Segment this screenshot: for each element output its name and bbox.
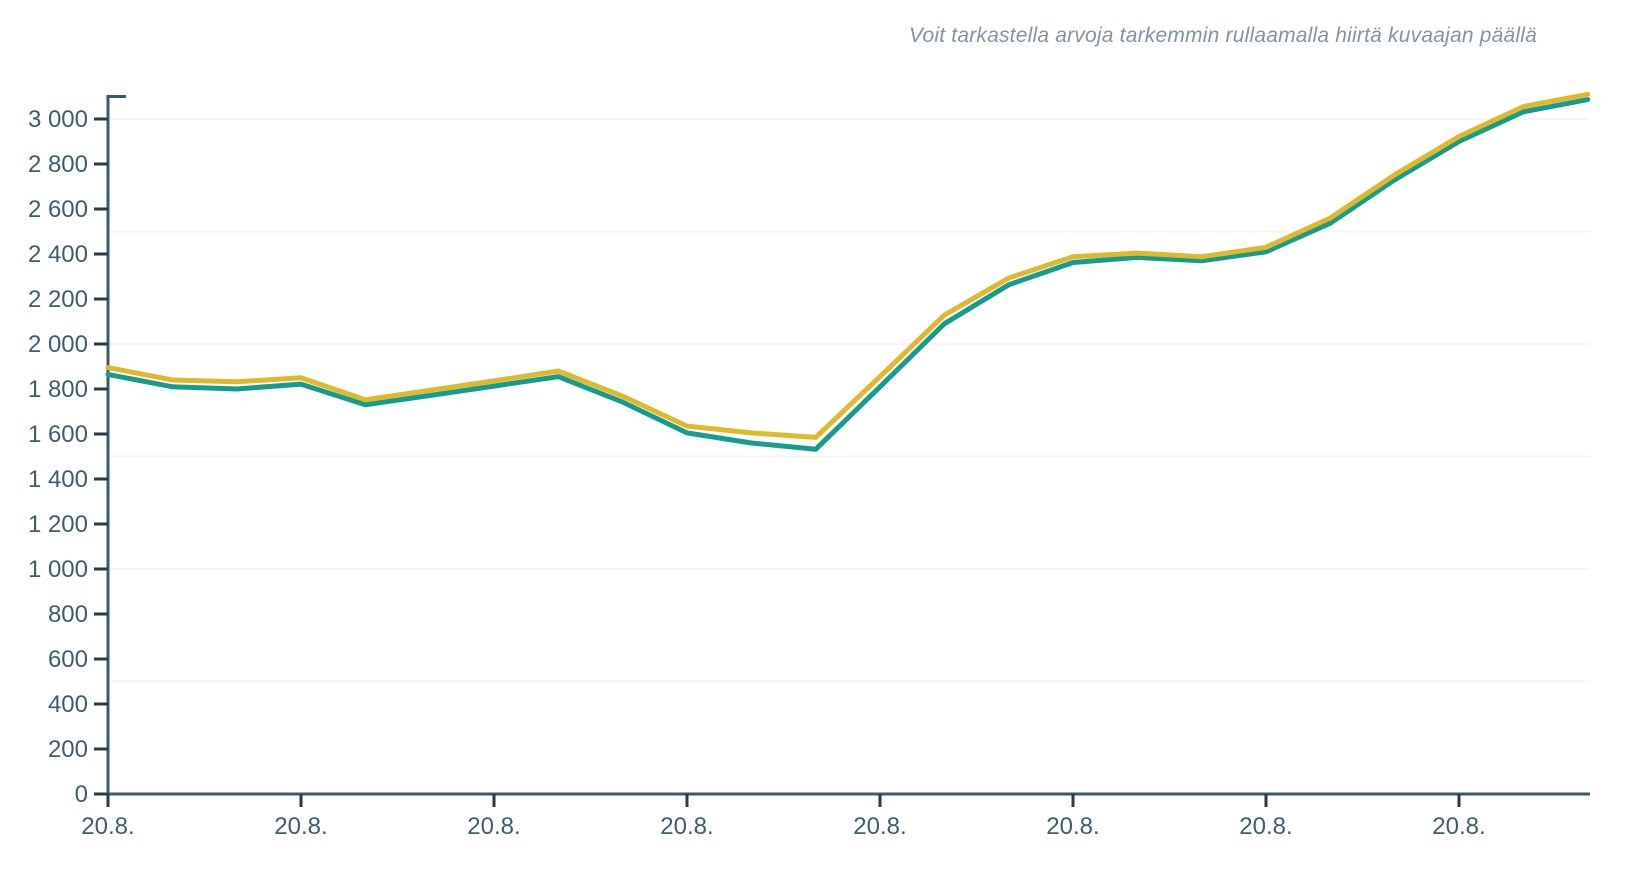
x-tick-label: 20.8. [467,813,520,840]
series-teal-line[interactable] [105,97,1591,452]
axis-frame [106,95,1590,796]
y-tick-label: 1 600 [28,421,88,448]
x-tick-label: 20.8. [274,813,327,840]
y-tick-label: 1 000 [28,556,88,583]
y-tick-label: 600 [48,646,88,673]
x-tick-label: 20.8. [1239,813,1292,840]
y-tick-label: 1 200 [28,511,88,538]
series-yellow-line[interactable] [105,91,1591,440]
y-tick-label: 200 [48,736,88,763]
y-tick-label: 2 600 [28,196,88,223]
y-tick-label: 400 [48,691,88,718]
x-tick-label: 20.8. [1432,813,1485,840]
x-tick-label: 20.8. [81,813,134,840]
y-tick-label: 0 [75,781,88,808]
x-tick-label: 20.8. [1046,813,1099,840]
x-tick-label: 20.8. [660,813,713,840]
y-tick-label: 2 200 [28,286,88,313]
y-tick-label: 800 [48,601,88,628]
chart-hint-caption: Voit tarkastella arvoja tarkemmin rullaa… [909,24,1537,47]
y-tick-label: 2 400 [28,241,88,268]
y-tick-label: 2 800 [28,151,88,178]
y-tick-label: 2 000 [28,331,88,358]
y-tick-label: 1 800 [28,376,88,403]
x-tick-label: 20.8. [853,813,906,840]
y-tick-label: 3 000 [28,106,88,133]
y-tick-label: 1 400 [28,466,88,493]
